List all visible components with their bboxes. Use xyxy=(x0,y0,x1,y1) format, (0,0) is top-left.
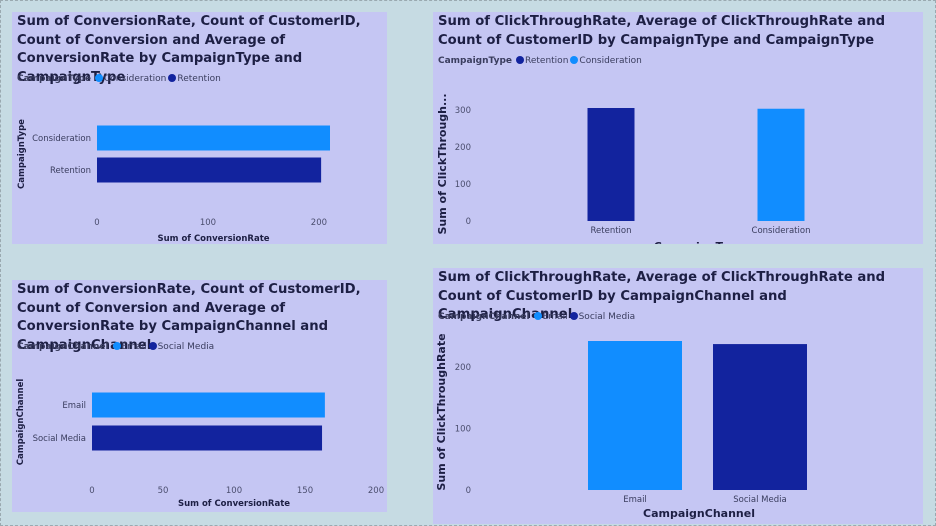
chart-plot: Consideration Retention 0 100 200 Sum of Conv… xyxy=(17,119,330,244)
legend-title: CampaignChannel xyxy=(438,312,530,322)
legend-item[interactable]: Consideration xyxy=(95,74,166,84)
category-label: Social Media xyxy=(33,434,86,444)
bar[interactable] xyxy=(97,125,330,151)
y-axis-label: Sum of ClickThrough... xyxy=(436,93,449,234)
tick-label: 100 xyxy=(455,424,471,434)
legend-title: CampaignChannel xyxy=(17,342,109,352)
category-label: Social Media xyxy=(733,495,786,505)
x-axis-label: CampaignType xyxy=(654,240,744,244)
legend-label: Consideration xyxy=(579,56,642,66)
category-label: Retention xyxy=(591,226,632,236)
chart-clickthrough-by-campaignchannel[interactable]: Sum of ClickThroughRate, Average of Clic… xyxy=(433,268,923,524)
bar[interactable] xyxy=(713,344,807,490)
tick-label: 100 xyxy=(455,180,471,190)
tick-label: 0 xyxy=(89,486,94,496)
bar[interactable] xyxy=(97,157,322,183)
tick-label: 0 xyxy=(94,218,99,228)
chart-legend: CampaignType Consideration Retention xyxy=(17,74,221,84)
bar[interactable] xyxy=(92,392,325,418)
tick-label: 100 xyxy=(200,218,216,228)
chart-title: Sum of ConversionRate, Count of Customer… xyxy=(17,282,361,353)
legend-item[interactable]: Email xyxy=(533,312,568,322)
x-axis-label: Sum of ConversionRate xyxy=(178,499,290,509)
legend-item[interactable]: Social Media xyxy=(148,342,215,352)
bar[interactable] xyxy=(587,108,635,221)
chart-legend: CampaignType Retention Consideration xyxy=(438,56,642,66)
bar[interactable] xyxy=(757,108,805,221)
legend-label: Retention xyxy=(177,74,221,84)
chart-conversion-by-campaignchannel[interactable]: Sum of ConversionRate, Count of Customer… xyxy=(12,280,387,512)
legend-dot-icon xyxy=(516,56,524,64)
category-label: Consideration xyxy=(32,134,91,144)
legend-label: Consideration xyxy=(104,74,167,84)
legend-label: Retention xyxy=(525,56,569,66)
tick-label: 100 xyxy=(226,486,242,496)
legend-item[interactable]: Email xyxy=(112,342,147,352)
legend-label: Email xyxy=(542,312,568,322)
legend-dot-icon xyxy=(148,342,157,350)
tick-label: 200 xyxy=(455,363,471,373)
y-axis-label: CampaignChannel xyxy=(16,379,26,466)
tick-label: 200 xyxy=(455,143,471,153)
bar[interactable] xyxy=(588,341,682,490)
legend-item[interactable]: Social Media xyxy=(569,312,636,322)
legend-label: Social Media xyxy=(157,342,215,352)
chart-plot: Email Social Media 0 50 100 150 200 Sum of Conv… xyxy=(16,379,384,509)
tick-label: 150 xyxy=(297,486,313,496)
chart-conversion-by-campaigntype[interactable]: Sum of ConversionRate, Count of Customer… xyxy=(12,12,387,244)
chart-title: Sum of ClickThroughRate, Average of Clic… xyxy=(438,14,886,48)
tick-label: 0 xyxy=(466,486,471,496)
chart-title: Sum of ConversionRate, Count of Customer… xyxy=(17,14,361,85)
legend-item[interactable]: Retention xyxy=(168,74,221,84)
tick-label: 200 xyxy=(311,218,327,228)
tick-label: 300 xyxy=(455,106,471,116)
chart-clickthrough-by-campaigntype[interactable]: Sum of ClickThroughRate, Average of Clic… xyxy=(433,12,923,244)
chart-plot: Retention Consideration 0 100 200 300 Campaign… xyxy=(436,93,811,244)
x-axis-label: Sum of ConversionRate xyxy=(157,234,269,244)
category-label: Email xyxy=(62,401,86,411)
chart-legend: CampaignChannel Email Social Media xyxy=(17,342,214,352)
chart-legend: CampaignChannel Email Social Media xyxy=(438,312,635,322)
legend-dot-icon xyxy=(570,56,579,64)
legend-dot-icon xyxy=(168,74,177,82)
legend-label: Email xyxy=(121,342,147,352)
x-axis-label: CampaignChannel xyxy=(643,507,755,520)
category-label: Retention xyxy=(50,166,91,176)
legend-title: CampaignType xyxy=(17,74,91,84)
legend-label: Social Media xyxy=(578,312,636,322)
legend-dot-icon xyxy=(533,312,542,320)
category-label: Consideration xyxy=(752,226,811,236)
legend-item[interactable]: Retention xyxy=(516,56,568,66)
legend-title: CampaignType xyxy=(438,56,512,66)
chart-plot: Email Social Media 0 100 200 CampaignChannel S… xyxy=(435,333,807,520)
legend-dot-icon xyxy=(112,342,121,350)
tick-label: 200 xyxy=(368,486,384,496)
legend-dot-icon xyxy=(569,312,578,320)
bar[interactable] xyxy=(92,425,323,451)
y-axis-label: CampaignType xyxy=(17,119,27,189)
tick-label: 50 xyxy=(158,486,169,496)
legend-dot-icon xyxy=(95,74,103,82)
legend-item[interactable]: Consideration xyxy=(570,56,642,66)
category-label: Email xyxy=(623,495,647,505)
y-axis-label: Sum of ClickThroughRate xyxy=(435,333,448,490)
tick-label: 0 xyxy=(466,217,471,227)
